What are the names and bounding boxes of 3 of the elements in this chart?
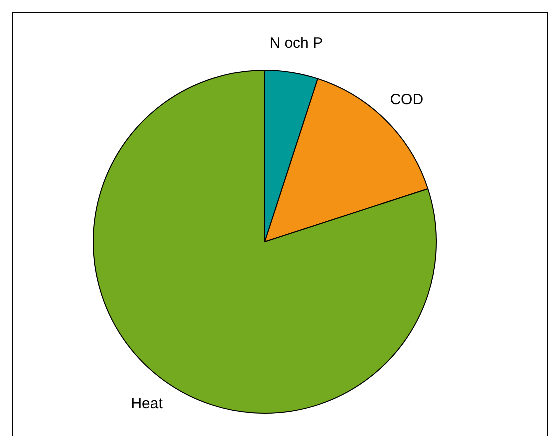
slice-label: Heat (131, 395, 164, 412)
slice-label: N och P (270, 34, 324, 52)
slice-label: COD (390, 91, 424, 108)
